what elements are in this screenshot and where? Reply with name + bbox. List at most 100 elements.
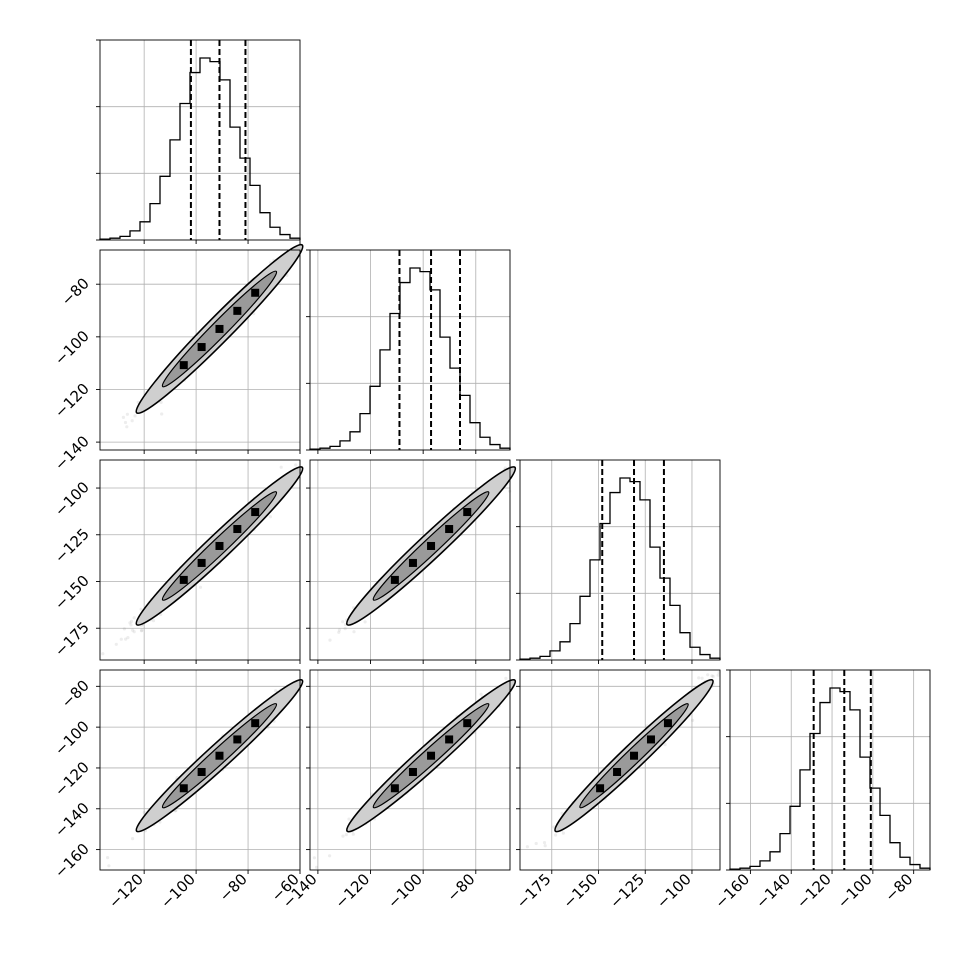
scatter-panel-1-0: −140 −120 −100 −80: [51, 243, 304, 474]
x-tick-label: −120: [105, 870, 147, 912]
hist-panel-1: [306, 249, 511, 454]
density-peak: [215, 541, 224, 550]
density-peak: [463, 719, 472, 728]
histogram-step: [309, 267, 511, 450]
density-peak: [179, 784, 188, 793]
sample-point: [107, 864, 111, 868]
density-peak: [445, 735, 454, 744]
sample-point: [128, 621, 132, 625]
axes-frame: [729, 669, 931, 871]
sample-point: [274, 689, 278, 693]
x-tick-label: −175: [513, 870, 555, 912]
density-peak: [390, 575, 399, 584]
sample-point: [663, 743, 667, 747]
sample-point: [131, 837, 135, 841]
density-peak: [215, 751, 224, 760]
axes-frame: [99, 249, 301, 451]
sample-point: [542, 841, 547, 845]
x-tick-label: −120: [331, 870, 373, 912]
sample-point: [119, 637, 123, 641]
sample-point: [363, 620, 367, 624]
y-tick-label: −120: [51, 758, 93, 800]
x-tick-label: −140: [752, 870, 794, 912]
sample-point: [139, 629, 144, 633]
y-tick-label: −160: [51, 840, 93, 882]
y-tick-label: −80: [58, 274, 93, 309]
sample-point: [343, 627, 347, 631]
histogram-step: [729, 687, 931, 870]
sample-point: [504, 676, 508, 681]
sample-point: [139, 607, 143, 611]
density-peak: [408, 767, 417, 776]
x-tick-label: −100: [157, 870, 199, 912]
hist-panel-3: −160−140−120−100 −80: [711, 669, 931, 912]
density-peak: [646, 735, 655, 744]
density-peak: [251, 719, 260, 728]
density-peak: [663, 719, 672, 728]
sample-point: [123, 420, 128, 425]
sample-point: [132, 616, 136, 620]
y-tick-label: −100: [51, 327, 93, 369]
sample-point: [279, 465, 283, 469]
density-peak: [233, 306, 242, 315]
sample-point: [341, 620, 345, 624]
sample-point: [716, 673, 720, 677]
density-peak: [390, 784, 399, 793]
axes-frame: [309, 669, 511, 871]
y-tick-label: −120: [51, 380, 93, 422]
sample-point: [125, 412, 129, 416]
density-peak: [613, 767, 622, 776]
sample-point: [114, 642, 118, 646]
sample-point: [337, 630, 341, 634]
sample-point: [561, 831, 566, 835]
sample-point: [706, 673, 710, 677]
hist-panel-0: [96, 39, 301, 244]
scatter-panel-3-0: −120 −100 −80 −60−160−140−120−100−80: [51, 669, 304, 912]
x-tick-label: −100: [834, 870, 876, 912]
y-tick-label: −100: [51, 717, 93, 759]
x-tick-label: −100: [384, 870, 426, 912]
density-peak: [233, 735, 242, 744]
sample-point: [129, 619, 134, 624]
sample-point: [294, 463, 298, 467]
axes-frame: [309, 249, 511, 451]
axes-frame: [99, 669, 301, 871]
sample-point: [268, 515, 272, 519]
sample-point: [341, 834, 345, 838]
sample-point: [125, 425, 129, 429]
density-peak: [197, 558, 206, 567]
density-peak: [197, 767, 206, 776]
sample-point: [525, 845, 530, 849]
x-tick-label: −120: [793, 870, 835, 912]
sample-point: [700, 676, 704, 680]
x-tick-label: −125: [606, 870, 648, 912]
x-tick-label: −80: [881, 870, 916, 905]
sample-point: [344, 833, 348, 837]
sample-point: [106, 856, 110, 860]
sample-point: [534, 841, 538, 846]
sample-point: [328, 638, 332, 642]
axes-frame: [99, 39, 301, 241]
sample-point: [710, 674, 714, 678]
sample-point: [312, 856, 316, 860]
density-peak: [463, 508, 472, 517]
density-peak: [197, 343, 206, 352]
y-tick-label: −150: [51, 572, 93, 614]
sample-point: [479, 692, 483, 696]
histogram-step: [519, 477, 721, 660]
sample-point: [711, 674, 715, 679]
x-tick-label: −80: [444, 870, 479, 905]
sample-point: [328, 854, 332, 858]
density-peak: [445, 525, 454, 534]
axes-frame: [99, 459, 301, 661]
y-tick-label: −140: [51, 799, 93, 841]
sample-point: [131, 628, 135, 632]
y-tick-label: −80: [58, 676, 93, 711]
axes-frame: [309, 459, 511, 661]
sample-point: [126, 636, 130, 640]
sample-point: [140, 628, 144, 632]
sample-point: [337, 628, 341, 632]
sample-point: [314, 865, 319, 869]
density-peak: [427, 751, 436, 760]
